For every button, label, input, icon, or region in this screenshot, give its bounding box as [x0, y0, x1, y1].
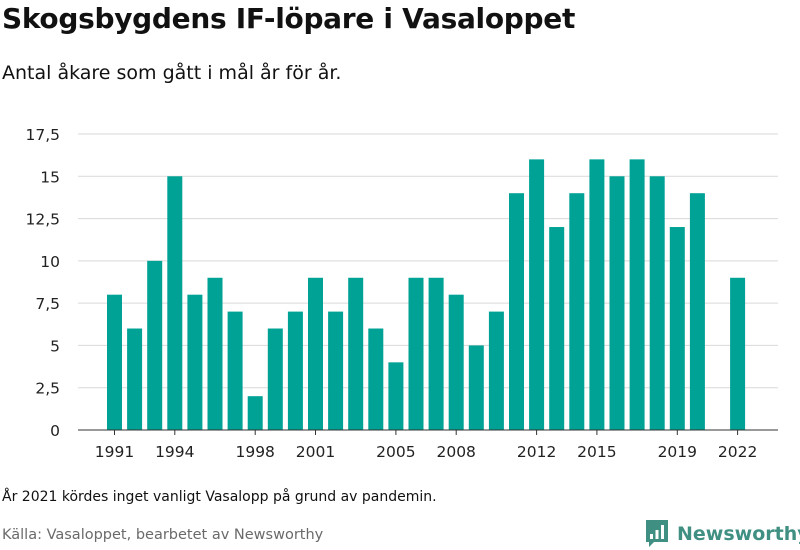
bar-1998: [247, 396, 263, 430]
x-tick-label: 2005: [376, 443, 415, 461]
y-tick-label: 15: [40, 168, 60, 186]
bar-2016: [609, 176, 625, 430]
bar-1993: [147, 260, 163, 430]
x-tick-label: 2001: [296, 443, 335, 461]
y-tick-label: 10: [40, 253, 60, 271]
bar-1996: [207, 277, 223, 430]
bar-2013: [549, 227, 565, 430]
y-tick-label: 2,5: [35, 380, 60, 398]
bar-2008: [448, 294, 464, 430]
bar-1992: [127, 328, 143, 430]
y-tick-label: 5: [50, 337, 60, 355]
bar-2000: [287, 311, 303, 430]
bar-2001: [308, 277, 323, 430]
bar-2022: [730, 277, 746, 430]
bar-1994: [167, 176, 183, 430]
x-tick-label: 2019: [658, 443, 697, 461]
bar-2011: [509, 193, 524, 430]
bar-2012: [529, 159, 545, 430]
bar-2018: [649, 176, 665, 430]
y-tick-label: 12,5: [25, 211, 60, 229]
newsworthy-logo-icon: [646, 520, 668, 547]
chart-footnote: År 2021 kördes inget vanligt Vasalopp på…: [2, 489, 437, 505]
bar-chart: 0 2,5 5 7,5 10 12,5 15 17,5 1991 1994 1998 2001 200…: [25, 126, 778, 461]
bar-2014: [569, 193, 585, 430]
y-axis-tick-labels: 0 2,5 5 7,5 10 12,5 15 17,5: [25, 126, 60, 440]
bar-1995: [187, 294, 203, 430]
bar-2002: [328, 311, 344, 430]
bar-2003: [348, 277, 364, 430]
bar-1999: [267, 328, 283, 430]
bar-2015: [589, 159, 605, 430]
bar-2020: [689, 193, 705, 430]
bar-2007: [428, 277, 444, 430]
x-tick-label: 2022: [718, 443, 757, 461]
x-tick-label: 1994: [155, 443, 194, 461]
bar-2004: [368, 328, 384, 430]
bars: [107, 159, 746, 430]
x-tick-label: 2008: [436, 443, 475, 461]
brand-logo[interactable]: Newsworthy: [645, 519, 800, 548]
x-axis-tick-labels: 1991 1994 1998 2001 2005 2008 2012 2015 2019 2022: [95, 430, 757, 461]
chart-subtitle: Antal åkare som gått i mål år för år.: [2, 62, 342, 84]
y-tick-label: 7,5: [35, 295, 60, 313]
bar-2010: [488, 311, 504, 430]
bar-2006: [408, 277, 424, 430]
brand-name: Newsworthy: [677, 522, 800, 545]
x-tick-label: 2012: [517, 443, 556, 461]
bar-1997: [227, 311, 243, 430]
x-tick-label: 1998: [235, 443, 274, 461]
chart-title: Skogsbygdens IF-löpare i Vasaloppet: [2, 2, 576, 35]
x-tick-label: 1991: [95, 443, 134, 461]
bar-2009: [468, 345, 484, 430]
bar-2017: [629, 159, 645, 430]
y-tick-label: 17,5: [25, 126, 60, 144]
bar-1991: [107, 294, 122, 430]
bar-2019: [669, 227, 685, 430]
x-tick-label: 2015: [577, 443, 616, 461]
source-credit: Källa: Vasaloppet, bearbetet av Newswort…: [2, 527, 324, 543]
y-tick-label: 0: [50, 422, 60, 440]
bar-2005: [388, 362, 404, 430]
